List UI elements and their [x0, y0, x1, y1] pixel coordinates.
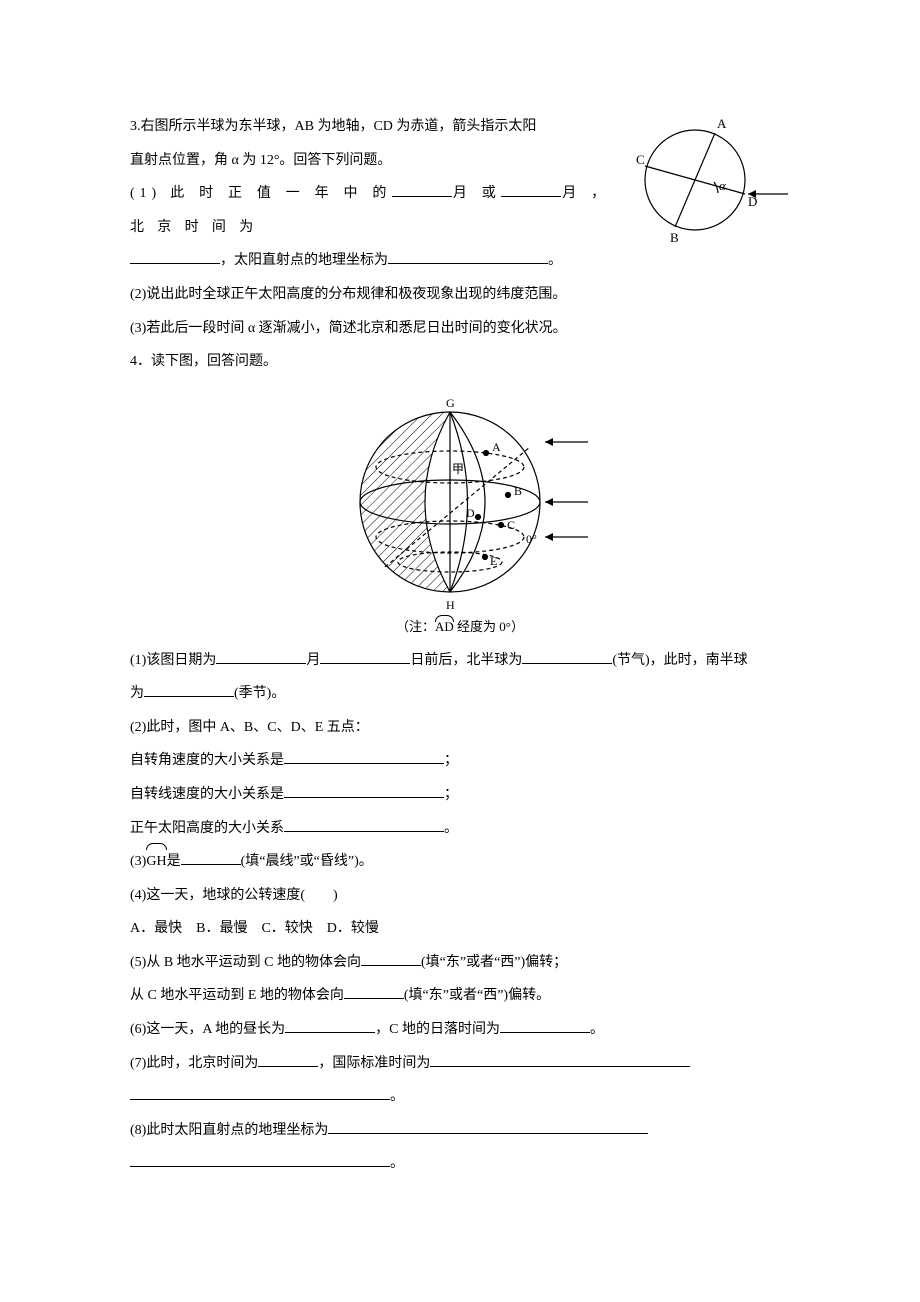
q4-sub4-opts: A．最快 B．最慢 C．较快 D．较慢: [130, 912, 790, 946]
blank: [500, 1019, 590, 1033]
q4-sub1-line1: (1)该图日期为 月 日前后，北半球为 (节气)，此时，南半球: [130, 644, 790, 678]
blank: [130, 1154, 390, 1168]
q4-label-E: E: [490, 554, 497, 568]
q4-6-a: (6)这一天，A 地的昼长为: [130, 1022, 285, 1037]
q4-1-c: 日前后，北半球为: [410, 653, 522, 668]
blank: [181, 852, 241, 866]
q4-figure-caption: （注：AD 经度为 0°）: [130, 617, 790, 638]
blank: [144, 684, 234, 698]
blank: [130, 1087, 390, 1101]
q4-label-zero: 0°: [526, 532, 537, 546]
q4-1-b: 月: [306, 653, 320, 668]
q3-label-alpha: α: [719, 178, 727, 193]
q4-sub6: (6)这一天，A 地的昼长为 ，C 地的日落时间为 。: [130, 1013, 790, 1047]
q4-sub8-line2: 。: [130, 1147, 790, 1181]
blank: [284, 784, 444, 798]
q4-sub2a: 自转角速度的大小关系是；: [130, 744, 790, 778]
q4-sub7-line2: 。: [130, 1080, 790, 1114]
q4-sub2c: 正午太阳高度的大小关系。: [130, 812, 790, 846]
q4-3-a: (3): [130, 854, 146, 869]
blank: [522, 650, 612, 664]
q4-sub5-line2: 从 C 地水平运动到 E 地的物体会向 (填“东”或者“西”)偏转。: [130, 979, 790, 1013]
q4-label-D: D: [466, 506, 475, 520]
q4-8-a: (8)此时太阳直射点的地理坐标为: [130, 1123, 328, 1138]
q4-3-b: 是: [167, 854, 181, 869]
blank: [361, 952, 421, 966]
q3-figure: A C D B α: [620, 110, 790, 250]
blank: [284, 818, 444, 832]
blank: [320, 650, 410, 664]
blank: [344, 986, 404, 1000]
q3-label-A: A: [717, 116, 727, 131]
blank: [392, 184, 452, 198]
q3-1-b: 月 或: [452, 186, 501, 201]
blank: [216, 650, 306, 664]
q4-1-e: 为: [130, 686, 144, 701]
q3-sub3: (3)若此后一段时间 α 逐渐减小，简述北京和悉尼日出时间的变化状况。: [130, 312, 790, 346]
q4-label-A: A: [492, 440, 501, 454]
q4-cap-a: （注：: [396, 619, 435, 634]
q4-label-jia: 甲: [452, 462, 464, 476]
q3-label-C: C: [636, 152, 645, 167]
blank: [501, 184, 561, 198]
blank: [284, 751, 444, 765]
q4-8-b: 。: [390, 1156, 404, 1171]
q4-6-b: ，C 地的日落时间为: [375, 1022, 500, 1037]
blank: [130, 251, 220, 265]
q4-cap-arc: AD: [435, 617, 454, 638]
q4-1-a: (1)该图日期为: [130, 653, 216, 668]
q4-figure: G H A B C D E 甲 0°: [330, 387, 590, 617]
q4-sub8-line1: (8)此时太阳直射点的地理坐标为: [130, 1114, 790, 1148]
q4-1-d: (节气)，此时，南半球: [612, 653, 747, 668]
q4-7-b: ，国际标准时间为: [318, 1056, 430, 1071]
q4-sub3: (3)GH是 (填“晨线”或“昏线”)。: [130, 845, 790, 879]
q4-label-B: B: [514, 484, 522, 498]
q4-5-d: (填“东”或者“西”)偏转。: [404, 988, 550, 1003]
q4-label-G: G: [446, 396, 455, 410]
q4-sub1-line2: 为 (季节)。: [130, 677, 790, 711]
blank: [388, 251, 548, 265]
q4-1-f: (季节)。: [234, 686, 285, 701]
q4-5-c: 从 C 地水平运动到 E 地的物体会向: [130, 988, 344, 1003]
q4-5-a: (5)从 B 地水平运动到 C 地的物体会向: [130, 955, 361, 970]
q3-1-e: 。: [548, 253, 562, 268]
q4-sub4: (4)这一天，地球的公转速度( ): [130, 879, 790, 913]
q3-sub2: (2)说出此时全球正午太阳高度的分布规律和极夜现象出现的纬度范围。: [130, 278, 790, 312]
q4-7-c: 。: [390, 1089, 404, 1104]
q4-sub5-line1: (5)从 B 地水平运动到 C 地的物体会向 (填“东”或者“西”)偏转；: [130, 946, 790, 980]
q4-cap-b: 经度为 0°）: [454, 619, 524, 634]
q3-label-B: B: [670, 230, 679, 245]
q3-1-d: ，太阳直射点的地理坐标为: [220, 253, 388, 268]
blank: [285, 1019, 375, 1033]
q3-1-a: (1) 此 时 正 值 一 年 中 的: [130, 186, 392, 201]
blank: [430, 1053, 690, 1067]
q4-sub7-line1: (7)此时，北京时间为 ，国际标准时间为: [130, 1047, 790, 1081]
blank: [258, 1053, 318, 1067]
q4-7-a: (7)此时，北京时间为: [130, 1056, 258, 1071]
q4-3-c: (填“晨线”或“昏线”)。: [241, 854, 373, 869]
q4-5-b: (填“东”或者“西”)偏转；: [421, 955, 567, 970]
blank: [328, 1120, 648, 1134]
q4-stem: 4．读下图，回答问题。: [130, 345, 790, 379]
q4-sub2b: 自转线速度的大小关系是；: [130, 778, 790, 812]
q4-6-c: 。: [590, 1022, 604, 1037]
q4-sub2: (2)此时，图中 A、B、C、D、E 五点：: [130, 711, 790, 745]
q4-label-C: C: [507, 518, 515, 532]
q4-3-arc: GH: [146, 845, 166, 879]
q4-label-H: H: [446, 598, 455, 612]
q3-label-D: D: [748, 194, 757, 209]
